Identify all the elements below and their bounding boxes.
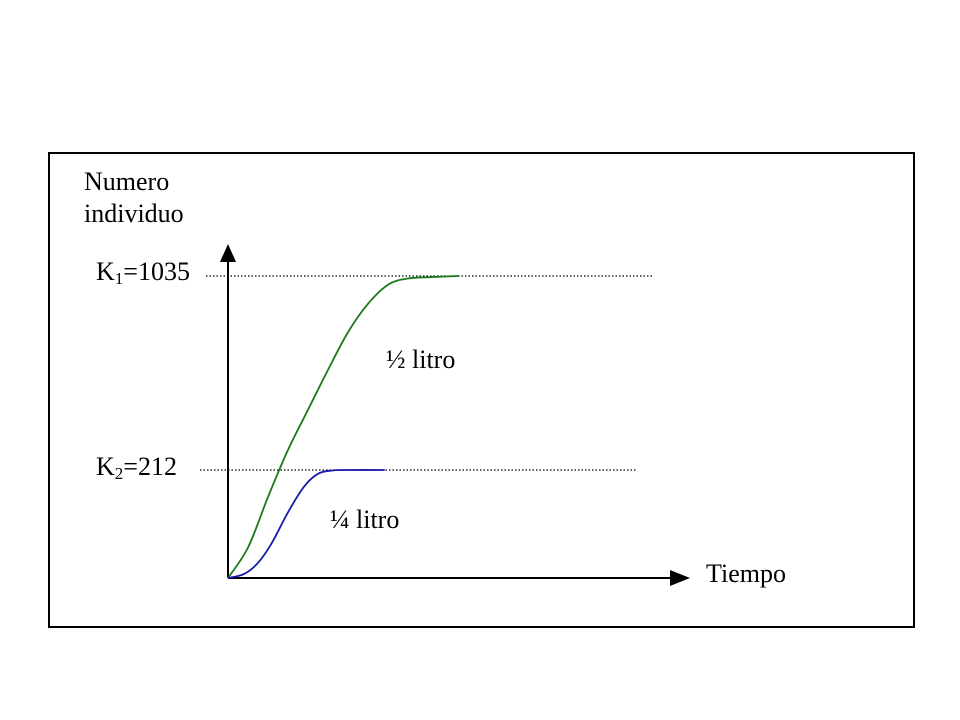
series-group: ½ litro ¼ litro [227,275,460,579]
x-axis-arrow-icon [670,570,690,586]
y-axis-arrow-icon [220,244,236,262]
y-axis-label-line-1: Numero [84,167,169,196]
x-axis-label: Tiempo [706,559,786,588]
y-axis-label-line-2: individuo [84,199,184,228]
series-line-1 [227,275,460,579]
series-label-1: ½ litro [386,345,455,374]
series-line-2 [227,469,385,579]
reference-lines: K1=1035 K2=212 [96,257,654,483]
reference-label-k1: K1=1035 [96,257,190,288]
chart-frame [48,152,915,628]
series-label-2: ¼ litro [330,505,399,534]
reference-label-k2: K2=212 [96,452,177,483]
